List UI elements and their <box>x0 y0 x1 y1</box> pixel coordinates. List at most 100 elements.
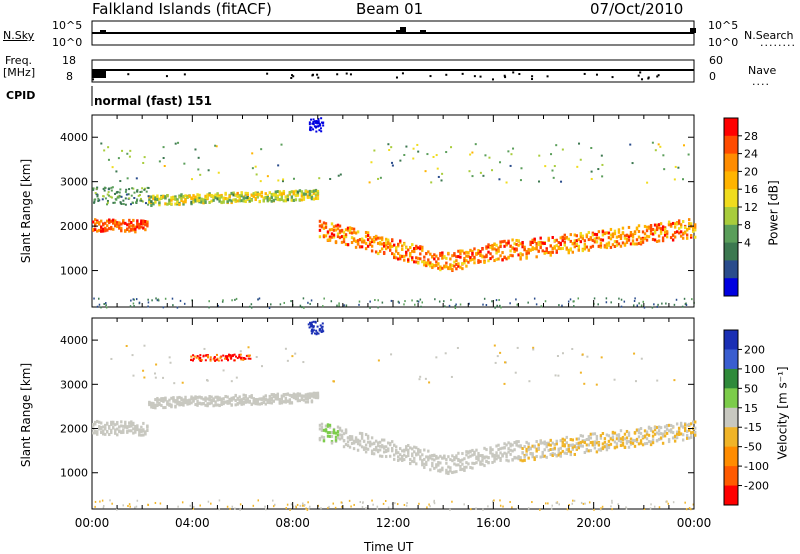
power-echo-cell <box>427 258 430 262</box>
power-noise-cell <box>632 304 635 307</box>
power-echo-cell <box>513 247 516 251</box>
power-echo-cell <box>649 229 653 233</box>
power-echo-cell <box>551 247 554 251</box>
power-noise-cell <box>93 297 95 300</box>
power-echo-cell <box>657 239 661 243</box>
velocity-echo-cell <box>461 467 464 471</box>
velocity-echo-cell <box>601 442 605 446</box>
velocity-echo-cell <box>525 440 528 444</box>
power-noise-cell <box>309 302 311 305</box>
power-echo-cell <box>694 225 697 229</box>
power-echo-cell <box>154 196 157 200</box>
velocity-echo-cell <box>296 399 300 403</box>
power-echo-cell <box>302 195 306 199</box>
velocity-echo-cell <box>233 359 236 362</box>
power-echo-cell <box>421 246 424 250</box>
power-echo-cell <box>439 265 442 269</box>
velocity-echo-cell <box>657 429 661 433</box>
velocity-echo-cell <box>386 449 390 453</box>
velocity-echo-cell <box>395 445 398 449</box>
power-echo-cell <box>529 248 532 252</box>
velocity-echo-cell <box>252 401 255 405</box>
velocity-echo-cell <box>390 353 393 356</box>
velocity-echo-cell <box>230 380 233 383</box>
power-echo-cell <box>673 178 676 181</box>
velocity-echo-cell <box>579 371 582 374</box>
velocity-echo-cell <box>423 448 426 452</box>
velocity-echo-cell <box>108 426 111 430</box>
power-noise-cell <box>527 301 529 304</box>
velocity-echo-cell <box>453 456 456 460</box>
power-noise-cell <box>330 300 333 303</box>
power-echo-cell <box>166 194 169 198</box>
nsearch-tick-top: 10^5 <box>708 19 739 32</box>
power-noise-cell <box>250 303 253 306</box>
velocity-noise-cell <box>328 505 330 508</box>
power-echo-cell <box>623 236 627 240</box>
velocity-noise-cell <box>101 499 104 502</box>
power-echo-cell <box>240 191 243 195</box>
velocity-echo-cell <box>384 455 388 459</box>
velocity-echo-cell <box>694 433 697 437</box>
power-echo-cell <box>517 239 520 243</box>
power-echo-cell <box>125 193 128 196</box>
nave-dot <box>183 73 186 76</box>
power-echo-cell <box>541 241 544 245</box>
velocity-echo-cell <box>348 445 352 449</box>
power-echo-cell <box>310 126 313 129</box>
velocity-colorbar-swatch <box>724 427 738 448</box>
velocity-echo-cell <box>144 430 147 434</box>
velocity-echo-cell <box>443 454 446 458</box>
velocity-echo-cell <box>220 397 223 401</box>
power-echo-cell <box>405 253 408 257</box>
velocity-echo-cell <box>457 457 460 461</box>
power-echo-cell <box>579 235 583 239</box>
power-echo-cell <box>100 229 103 233</box>
power-echo-cell <box>198 196 201 200</box>
velocity-echo-cell <box>317 332 320 335</box>
power-echo-cell <box>308 128 311 131</box>
power-echo-cell <box>477 260 480 264</box>
velocity-echo-cell <box>296 397 300 401</box>
velocity-echo-cell <box>665 427 669 431</box>
power-echo-cell <box>254 165 257 168</box>
velocity-echo-cell <box>280 397 284 401</box>
power-echo-cell <box>94 228 97 232</box>
power-echo-cell <box>370 249 374 253</box>
power-noise-cell <box>634 297 636 300</box>
power-echo-cell <box>108 221 111 225</box>
velocity-echo-cell <box>585 437 589 441</box>
velocity-echo-cell <box>304 393 308 397</box>
velocity-echo-cell <box>150 401 153 405</box>
velocity-echo-cell <box>190 355 193 358</box>
power-noise-cell <box>147 305 149 308</box>
power-echo-cell <box>423 263 426 267</box>
power-echo-cell <box>134 230 137 234</box>
power-echo-cell <box>617 234 621 238</box>
power-echo-cell <box>663 168 666 171</box>
velocity-echo-cell <box>374 445 378 449</box>
velocity-echo-cell <box>401 449 404 453</box>
power-noise-cell <box>147 298 149 301</box>
power-echo-cell <box>447 267 450 271</box>
power-echo-cell <box>435 260 438 264</box>
power-echo-cell <box>645 238 649 242</box>
velocity-echo-cell <box>451 454 454 458</box>
velocity-echo-cell <box>437 460 440 464</box>
power-echo-cell <box>659 222 663 226</box>
velocity-echo-cell <box>294 395 298 399</box>
velocity-echo-cell <box>687 436 691 440</box>
velocity-echo-cell <box>142 421 145 425</box>
velocity-echo-cell <box>310 328 313 331</box>
velocity-echo-cell <box>176 402 179 406</box>
velocity-echo-cell <box>247 357 250 360</box>
power-noise-cell <box>322 305 324 308</box>
power-echo-cell <box>207 169 210 172</box>
velocity-echo-cell <box>615 437 619 441</box>
velocity-echo-cell <box>425 462 428 466</box>
power-echo-cell <box>224 196 227 200</box>
velocity-echo-cell <box>595 441 599 445</box>
power-echo-cell <box>520 167 523 170</box>
power-echo-cell <box>499 245 502 249</box>
power-echo-cell <box>276 198 280 202</box>
